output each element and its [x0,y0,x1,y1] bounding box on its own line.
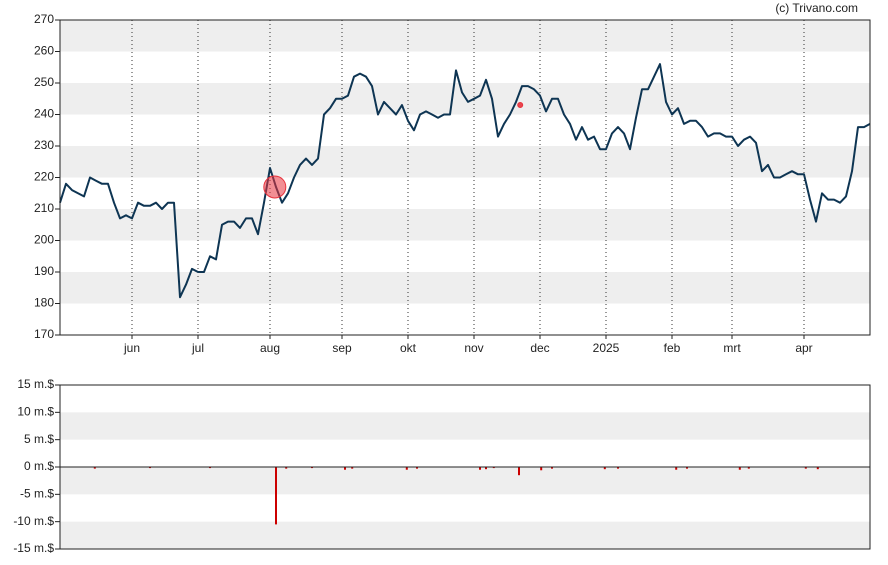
bar [285,467,288,469]
grid-band [60,209,870,241]
bar [209,467,211,469]
y-tick-label: 200 [34,233,54,247]
price-line [59,63,871,299]
x-tick-label: 2025 [593,341,620,355]
grid-band [60,146,870,178]
bar [603,467,606,470]
y-tick-label: 0 m.$ [24,459,54,473]
y-tick-label: 270 [34,12,54,26]
y-tick-label: 250 [34,75,54,89]
x-tick-label: aug [260,341,280,355]
grid-band [60,521,870,549]
bar [275,467,277,525]
y-tick-label: 210 [34,201,54,215]
bar [485,467,487,470]
bar [738,467,741,470]
bar [479,467,481,470]
bar [351,467,354,469]
x-tick-label: feb [664,341,681,355]
bar [344,467,346,470]
x-tick-label: nov [464,341,483,355]
y-tick-label: 260 [34,44,54,58]
bar [492,467,495,469]
x-tick-label: apr [795,341,812,355]
y-tick-label: -15 m.$ [13,541,54,555]
marker [517,102,524,109]
plot-frame [59,19,871,336]
bar [816,467,819,470]
x-tick-label: mrt [723,341,741,355]
grid-band [60,467,870,495]
y-tick-label: 240 [34,107,54,121]
bar [747,467,750,469]
bar [686,467,688,469]
y-tick-label: 170 [34,327,54,341]
bar [617,467,619,469]
y-tick-label: -10 m.$ [13,514,54,528]
y-tick-label: 230 [34,138,54,152]
grid-band [60,272,870,304]
bar [804,467,807,469]
bar [540,467,543,471]
x-tick-label: jun [123,341,140,355]
marker [263,175,287,199]
bar [311,467,313,469]
y-tick-label: 15 m.$ [17,377,54,391]
x-tick-label: jul [191,341,204,355]
grid-band [60,412,870,440]
x-tick-label: okt [400,341,417,355]
y-tick-label: 5 m.$ [24,432,54,446]
y-tick-label: 220 [34,170,54,184]
grid-band [60,20,870,52]
y-tick-label: 10 m.$ [17,405,54,419]
source: (c) Trivano.com [775,1,858,15]
bar [93,467,96,469]
y-tick-label: -5 m.$ [20,487,54,501]
y-tick-label: 190 [34,264,54,278]
x-tick-label: dec [530,341,549,355]
bar [518,467,520,476]
bar [416,467,418,469]
bar [551,467,553,469]
plot-frame [59,384,871,550]
bar [405,467,408,470]
bar [149,467,151,469]
y-tick-label: 180 [34,296,54,310]
x-tick-label: sep [332,341,352,355]
bar [675,467,678,470]
